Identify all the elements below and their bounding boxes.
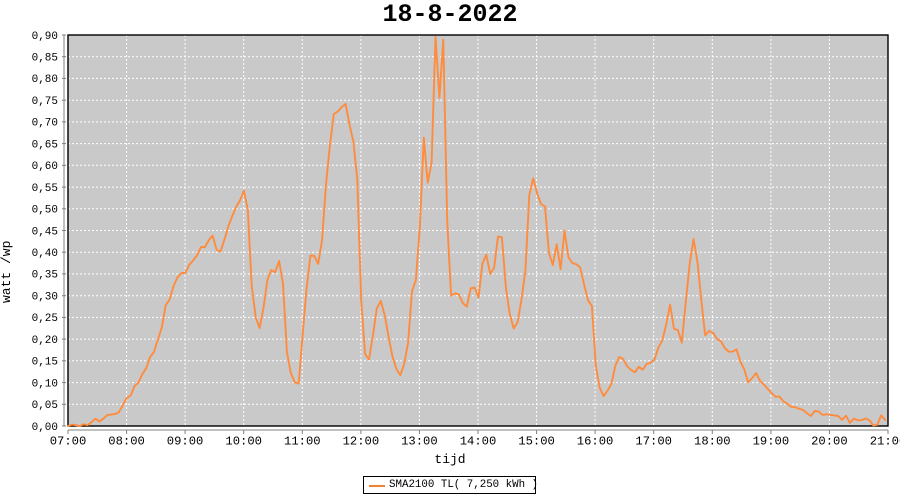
svg-text:08:00: 08:00 [108, 435, 145, 449]
svg-text:16:00: 16:00 [577, 435, 614, 449]
svg-text:07:00: 07:00 [50, 435, 87, 449]
svg-text:0,40: 0,40 [32, 248, 58, 260]
svg-text:0,70: 0,70 [32, 118, 58, 130]
svg-text:0,05: 0,05 [32, 400, 58, 412]
svg-text:0,55: 0,55 [32, 183, 58, 195]
svg-text:0,30: 0,30 [32, 292, 58, 304]
svg-text:20:00: 20:00 [811, 435, 848, 449]
svg-text:10:00: 10:00 [225, 435, 262, 449]
svg-text:0,60: 0,60 [32, 161, 58, 173]
svg-text:12:00: 12:00 [343, 435, 380, 449]
svg-text:0,10: 0,10 [32, 378, 58, 390]
svg-text:0,85: 0,85 [32, 53, 58, 65]
svg-text:13:00: 13:00 [401, 435, 438, 449]
svg-text:0,80: 0,80 [32, 74, 58, 86]
svg-text:21:00: 21:00 [870, 435, 900, 449]
svg-text:18:00: 18:00 [694, 435, 731, 449]
svg-text:0,00: 0,00 [32, 422, 58, 434]
svg-text:14:00: 14:00 [460, 435, 497, 449]
svg-text:0,20: 0,20 [32, 335, 58, 347]
svg-text:11:00: 11:00 [284, 435, 321, 449]
svg-text:17:00: 17:00 [635, 435, 672, 449]
svg-text:19:00: 19:00 [753, 435, 790, 449]
svg-text:09:00: 09:00 [167, 435, 204, 449]
svg-text:0,65: 0,65 [32, 139, 58, 151]
svg-text:0,15: 0,15 [32, 357, 58, 369]
svg-text:15:00: 15:00 [518, 435, 555, 449]
svg-text:0,50: 0,50 [32, 205, 58, 217]
svg-text:0,35: 0,35 [32, 270, 58, 282]
svg-text:0,90: 0,90 [32, 31, 58, 43]
svg-text:0,25: 0,25 [32, 313, 58, 325]
svg-text:0,75: 0,75 [32, 96, 58, 108]
svg-text:0,45: 0,45 [32, 226, 58, 238]
